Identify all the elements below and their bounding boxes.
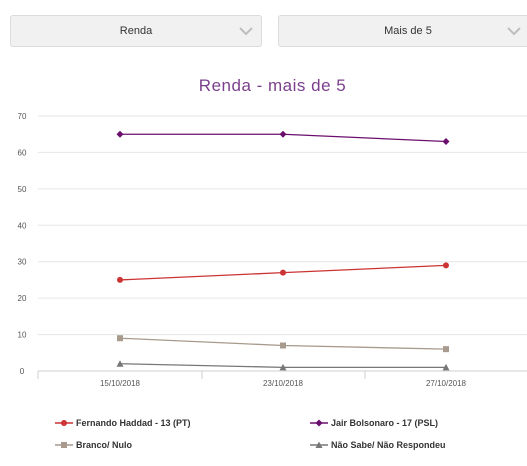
chevron-down-icon [507,27,521,36]
legend-marker-icon [310,441,328,448]
data-point [442,138,450,145]
income-filter-select[interactable]: Renda [10,15,262,47]
y-tick-label: 40 [18,221,27,230]
legend-label: Fernando Haddad - 13 (PT) [76,418,191,428]
x-tick-label: 15/10/2018 [100,379,141,388]
data-point [279,363,287,371]
legend-marker-icon [55,420,73,426]
legend-label: Branco/ Nulo [76,440,133,450]
data-point [116,360,124,367]
data-point [280,269,286,276]
data-point [116,130,124,138]
data-point [117,335,123,342]
legend-item[interactable]: Fernando Haddad - 13 (PT) [55,418,191,428]
income-level-select[interactable]: Mais de 5 [278,15,527,47]
legend-label: Jair Bolsonaro - 17 (PSL) [331,418,439,428]
data-point [442,363,450,371]
data-point [280,342,286,349]
y-tick-label: 10 [18,331,27,340]
y-tick-label: 60 [18,148,27,157]
legend-item[interactable]: Não Sabe/ Não Respondeu [310,440,446,450]
legend-marker-icon [310,419,328,427]
data-point [117,276,123,283]
income-filter-value: Renda [119,25,153,37]
y-tick-label: 50 [18,185,27,194]
legend-marker-icon [55,442,73,448]
y-tick-label: 20 [18,294,27,303]
y-tick-label: 70 [18,112,27,121]
x-tick-label: 27/10/2018 [426,379,467,388]
y-tick-label: 0 [20,367,25,376]
data-point [279,130,287,138]
y-tick-label: 30 [18,258,27,267]
legend-item[interactable]: Jair Bolsonaro - 17 (PSL) [310,418,438,428]
chart-title: Renda - mais de 5 [198,76,347,95]
legend-label: Não Sabe/ Não Respondeu [331,440,446,450]
data-point [443,262,449,269]
data-point [443,346,449,353]
x-tick-label: 23/10/2018 [263,379,304,388]
income-level-value: Mais de 5 [384,25,432,37]
legend-item[interactable]: Branco/ Nulo [55,440,132,450]
chevron-down-icon [239,27,253,36]
